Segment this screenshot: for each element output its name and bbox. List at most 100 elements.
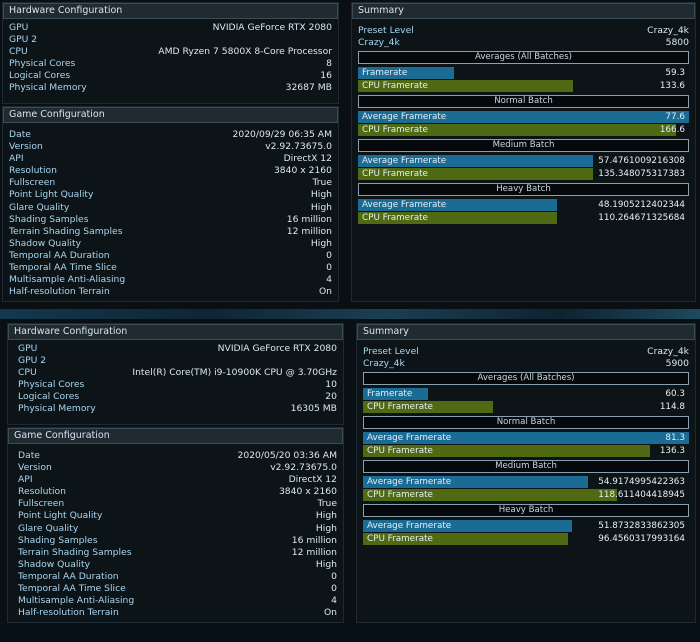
config-row: CPU Intel(R) Core(TM) i9-10900K CPU @ 3.7… <box>18 367 337 379</box>
config-row: Temporal AA Duration 0 <box>18 571 337 583</box>
config-row: Temporal AA Time Slice 0 <box>18 583 337 595</box>
config-label: Logical Cores <box>18 391 80 403</box>
config-value: 2020/05/20 03:36 AM <box>237 450 337 461</box>
config-row: GPU NVIDIA GeForce RTX 2080 <box>18 343 337 355</box>
config-value: 4 <box>326 274 332 286</box>
config-label: CPU <box>9 46 28 58</box>
hardware-rows: GPU NVIDIA GeForce RTX 2080 GPU 2 CPU Intel(… <box>8 340 343 416</box>
bar-fill <box>363 445 650 458</box>
bar-value: 114.8 <box>659 402 685 413</box>
bar-fill <box>363 432 689 445</box>
config-label: GPU <box>18 343 38 354</box>
config-row: API DirectX 12 <box>18 474 337 486</box>
config-label: Resolution <box>18 486 67 498</box>
bar-label: Framerate <box>362 68 408 79</box>
config-row: Version v2.92.73675.0 <box>18 462 337 474</box>
config-label: Temporal AA Duration <box>9 249 110 261</box>
config-label: CPU <box>18 367 37 379</box>
bar-label: CPU Framerate <box>367 446 433 457</box>
bar-label: Average Framerate <box>362 156 447 167</box>
bar-value: 110.264671325684 <box>598 213 685 224</box>
config-label: Date <box>18 450 40 461</box>
config-row: Logical Cores 20 <box>18 391 337 403</box>
config-label: Multisample Anti-Aliasing <box>18 595 135 607</box>
config-value: True <box>312 177 332 189</box>
config-row: Resolution 3840 x 2160 <box>9 165 332 177</box>
bar-value: 96.4560317993164 <box>598 534 685 545</box>
bar-fill <box>358 199 557 212</box>
config-row: Glare Quality High <box>9 202 332 214</box>
config-value: Intel(R) Core(TM) i9-10900K CPU @ 3.70GH… <box>132 367 337 379</box>
framerate-bar: Average Framerate 51.8732833862305 <box>363 520 689 533</box>
config-value: AMD Ryzen 7 5800X 8-Core Processor <box>158 46 332 58</box>
batch-section-header: Normal Batch <box>363 416 689 430</box>
game-config-panel: Game Configuration Date 2020/09/29 06:35 … <box>2 106 339 302</box>
config-row: Physical Memory 32687 MB <box>9 82 332 94</box>
config-value: 3840 x 2160 <box>278 486 337 498</box>
config-row: GPU 2 <box>9 34 332 46</box>
config-row: Half-resolution Terrain On <box>9 286 332 298</box>
panel-header: Hardware Configuration <box>8 324 343 340</box>
bar-value: 60.3 <box>665 389 685 400</box>
config-row: API DirectX 12 <box>9 153 332 165</box>
config-value: v2.92.73675.0 <box>270 462 337 474</box>
config-label: Shadow Quality <box>9 237 82 249</box>
config-row: Logical Cores 16 <box>9 70 332 82</box>
framerate-bar: CPU Framerate 96.4560317993164 <box>363 533 689 546</box>
bar-value: 77.6 <box>665 112 685 123</box>
framerate-bar: CPU Framerate 118.611404418945 <box>363 489 689 502</box>
config-row: Physical Cores 10 <box>18 379 337 391</box>
bar-fill <box>363 388 429 401</box>
bar-fill <box>363 520 572 533</box>
bar-label: CPU Framerate <box>367 490 433 501</box>
config-label: Half-resolution Terrain <box>9 286 110 298</box>
bar-fill <box>358 168 593 181</box>
config-row: Fullscreen True <box>9 177 332 189</box>
config-row: Glare Quality High <box>18 523 337 535</box>
bar-value: 54.9174995422363 <box>598 477 685 488</box>
preset-label: Preset Level <box>363 346 419 357</box>
config-row: Date 2020/09/29 06:35 AM <box>9 129 332 141</box>
framerate-bar: Framerate 60.3 <box>363 388 689 401</box>
bar-value: 166.6 <box>659 125 685 136</box>
config-label: Terrain Shading Samples <box>9 225 123 237</box>
preset-row: Preset Level Crazy_4k <box>352 25 695 37</box>
bar-fill <box>363 401 494 414</box>
game-config-panel: Game Configuration Date 2020/05/20 03:36 … <box>7 427 344 623</box>
config-value: High <box>310 189 332 201</box>
panel-header: Hardware Configuration <box>3 3 338 19</box>
config-label: Date <box>9 129 31 140</box>
bar-fill <box>363 533 569 546</box>
config-value: High <box>310 201 332 213</box>
framerate-bar: CPU Framerate 114.8 <box>363 401 689 414</box>
config-label: Version <box>18 462 52 474</box>
config-value: DirectX 12 <box>283 153 332 165</box>
score-value: 5800 <box>665 36 689 48</box>
background-strip <box>0 309 700 319</box>
framerate-bar: Average Framerate 77.6 <box>358 111 689 124</box>
batch-section-header: Averages (All Batches) <box>363 372 689 386</box>
config-row: Half-resolution Terrain On <box>18 607 337 619</box>
preset-value: Crazy_4k <box>647 25 689 36</box>
config-row: Date 2020/05/20 03:36 AM <box>18 450 337 462</box>
bar-fill <box>358 67 454 80</box>
config-row: Shadow Quality High <box>18 559 337 571</box>
config-value: On <box>318 286 332 298</box>
config-row: GPU 2 <box>18 355 337 367</box>
summary-content: Preset Level Crazy_4k Crazy_4k 5900 Averages… <box>357 340 695 546</box>
config-value: 12 million <box>291 546 337 558</box>
config-row: Physical Memory 16305 MB <box>18 403 337 415</box>
config-value: 20 <box>325 391 337 403</box>
config-value: 2020/09/29 06:35 AM <box>232 129 332 140</box>
config-value: High <box>315 522 337 534</box>
bar-fill <box>358 212 557 225</box>
config-row: Terrain Shading Samples 12 million <box>18 547 337 559</box>
config-row: Multisample Anti-Aliasing 4 <box>18 595 337 607</box>
bar-label: CPU Framerate <box>362 125 428 136</box>
bar-label: Average Framerate <box>362 112 447 123</box>
framerate-bar: CPU Framerate 135.348075317383 <box>358 168 689 181</box>
preset-name: Crazy_4k <box>363 357 405 369</box>
config-value: 12 million <box>286 225 332 237</box>
bar-fill <box>358 155 593 168</box>
score-row: Crazy_4k 5800 <box>352 37 695 49</box>
